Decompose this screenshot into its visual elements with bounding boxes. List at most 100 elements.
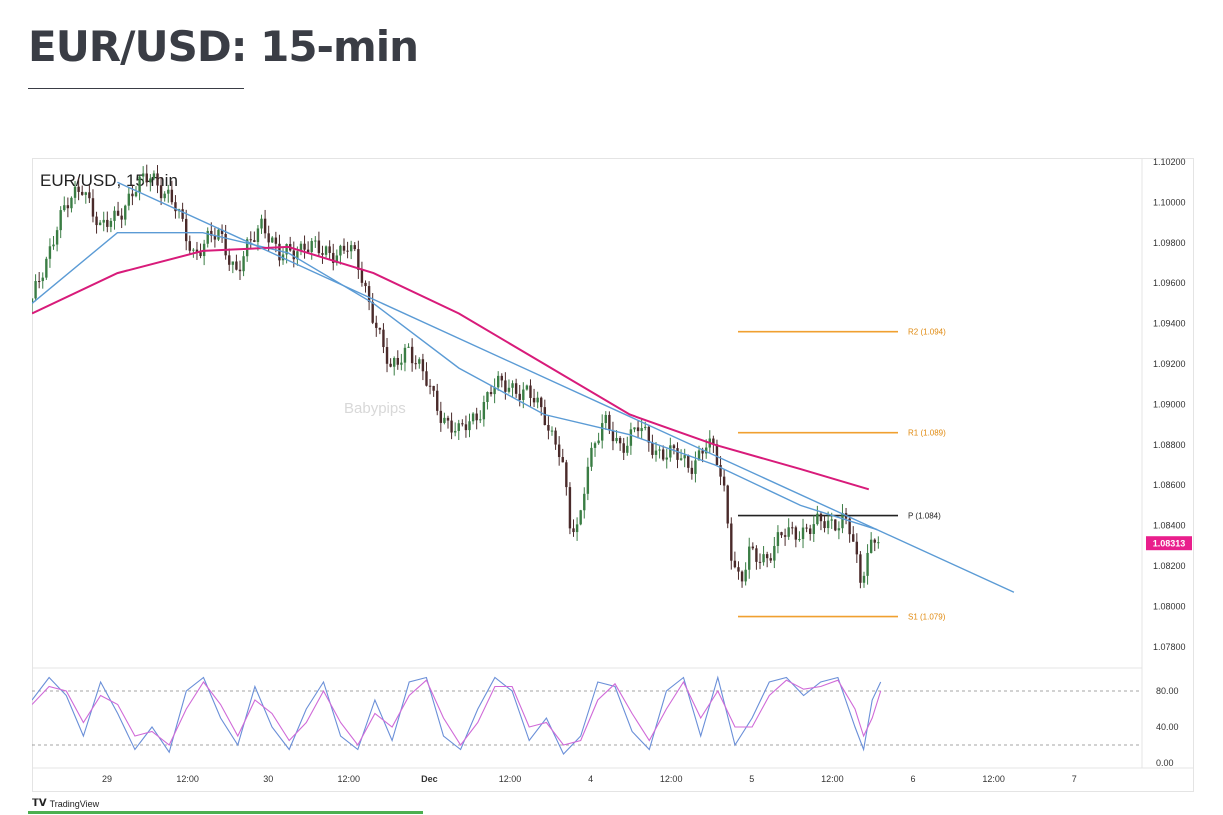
stoch-k-line [32,675,882,755]
time-tick-label: 12:00 [821,774,844,784]
candle-body [213,235,217,240]
time-tick-label: 5 [749,774,754,784]
candle-body [658,449,661,451]
candle-body [418,359,421,364]
price-tick-label: 1.10200 [1153,158,1186,167]
price-tick-label: 1.09800 [1153,238,1186,248]
candle-body [532,397,536,403]
candle-body [669,445,672,458]
pivot-label: R2 (1.094) [908,328,946,337]
candle-body [32,298,34,304]
candle-body [224,234,227,256]
price-tick-label: 1.09200 [1153,359,1186,369]
candle-body [245,239,249,257]
candle-body [364,282,367,287]
candle-body [550,430,554,432]
candle-body [726,485,729,524]
candle-body [274,237,278,244]
candle-body [694,460,697,474]
time-tick-label: 12:00 [982,774,1005,784]
candle-body [486,392,489,403]
last-price-tag-group: 1.08313 [1146,536,1192,551]
candle-body [866,552,869,576]
candle-body [457,423,460,431]
time-tick-label: 12:00 [338,774,361,784]
candle-body [798,539,801,541]
candle-body [77,186,80,192]
candle-body [446,417,450,421]
candle-body [719,465,722,477]
candle-body [540,397,543,408]
candle-body [407,346,410,348]
candle-body [195,249,199,253]
candle-body [529,385,532,398]
candle-body [199,252,202,257]
candle-body [608,414,611,431]
candle-body [665,457,668,460]
candle-body [489,392,493,395]
candle-body [346,250,349,252]
candle-body [877,542,880,544]
pivot-label: R1 (1.089) [908,429,946,438]
candle-body [787,527,790,537]
candle-body [676,448,679,460]
candle-body [321,253,324,255]
candle-body [629,429,633,446]
candle-body [335,255,339,263]
tradingview-brand: TradingView [49,798,100,809]
candle-body [34,281,37,299]
candle-body [841,513,844,529]
candle-body [816,513,819,525]
candle-body [464,424,468,431]
candle-body [163,193,166,199]
candle-body [45,258,48,278]
candle-body [170,189,174,203]
candle-body [439,410,443,423]
candle-body [737,567,740,572]
ma-fast-line [32,232,878,531]
candle-body [421,359,425,372]
candle-body [615,437,618,442]
time-tick-label: 7 [1072,774,1077,784]
candle-body [557,444,561,458]
candle-body [500,375,503,381]
candle-body [604,414,607,424]
tradingview-logo: 𝗧𝗩 TradingView [32,798,99,809]
candle-body [98,222,102,226]
time-tick-label: 6 [910,774,915,784]
candle-body [575,524,579,533]
stoch-d-line [32,679,882,747]
chart-frame[interactable]: EUR/USD, 15-min Babypips 1.10200 1.10000 1… [32,158,1194,792]
candle-body [773,545,776,561]
candle-body [88,192,91,199]
candle-body [63,205,66,211]
candle-body [149,178,152,183]
candle-body [730,523,733,561]
candle-body [393,357,396,367]
candle-body [210,230,213,236]
candle-body [769,558,772,561]
candle-body [525,385,529,390]
candle-body [834,519,837,531]
price-tick-label: 1.08800 [1153,440,1186,450]
price-tick-label: 1.09000 [1153,399,1186,409]
candle-body [647,426,651,443]
candle-body [611,430,615,442]
candle-body [285,244,288,255]
candle-body [116,210,120,216]
candle-body [848,518,851,535]
candle-body [543,407,547,425]
stoch-tick-label: 0.00 [1156,758,1174,768]
candles [32,164,880,589]
candle-body [109,220,113,227]
ma-slow-line [32,245,870,491]
price-tick-label: 1.10000 [1153,197,1186,207]
chart-svg[interactable]: EUR/USD, 15-min Babypips 1.102001.100001… [32,158,1194,792]
time-tick-label: 12:00 [499,774,522,784]
candle-body [242,256,245,272]
candle-body [278,243,281,261]
bottom-accent-bar [28,811,423,814]
candle-body [37,281,41,283]
candle-body [504,380,507,392]
candle-body [360,269,364,283]
